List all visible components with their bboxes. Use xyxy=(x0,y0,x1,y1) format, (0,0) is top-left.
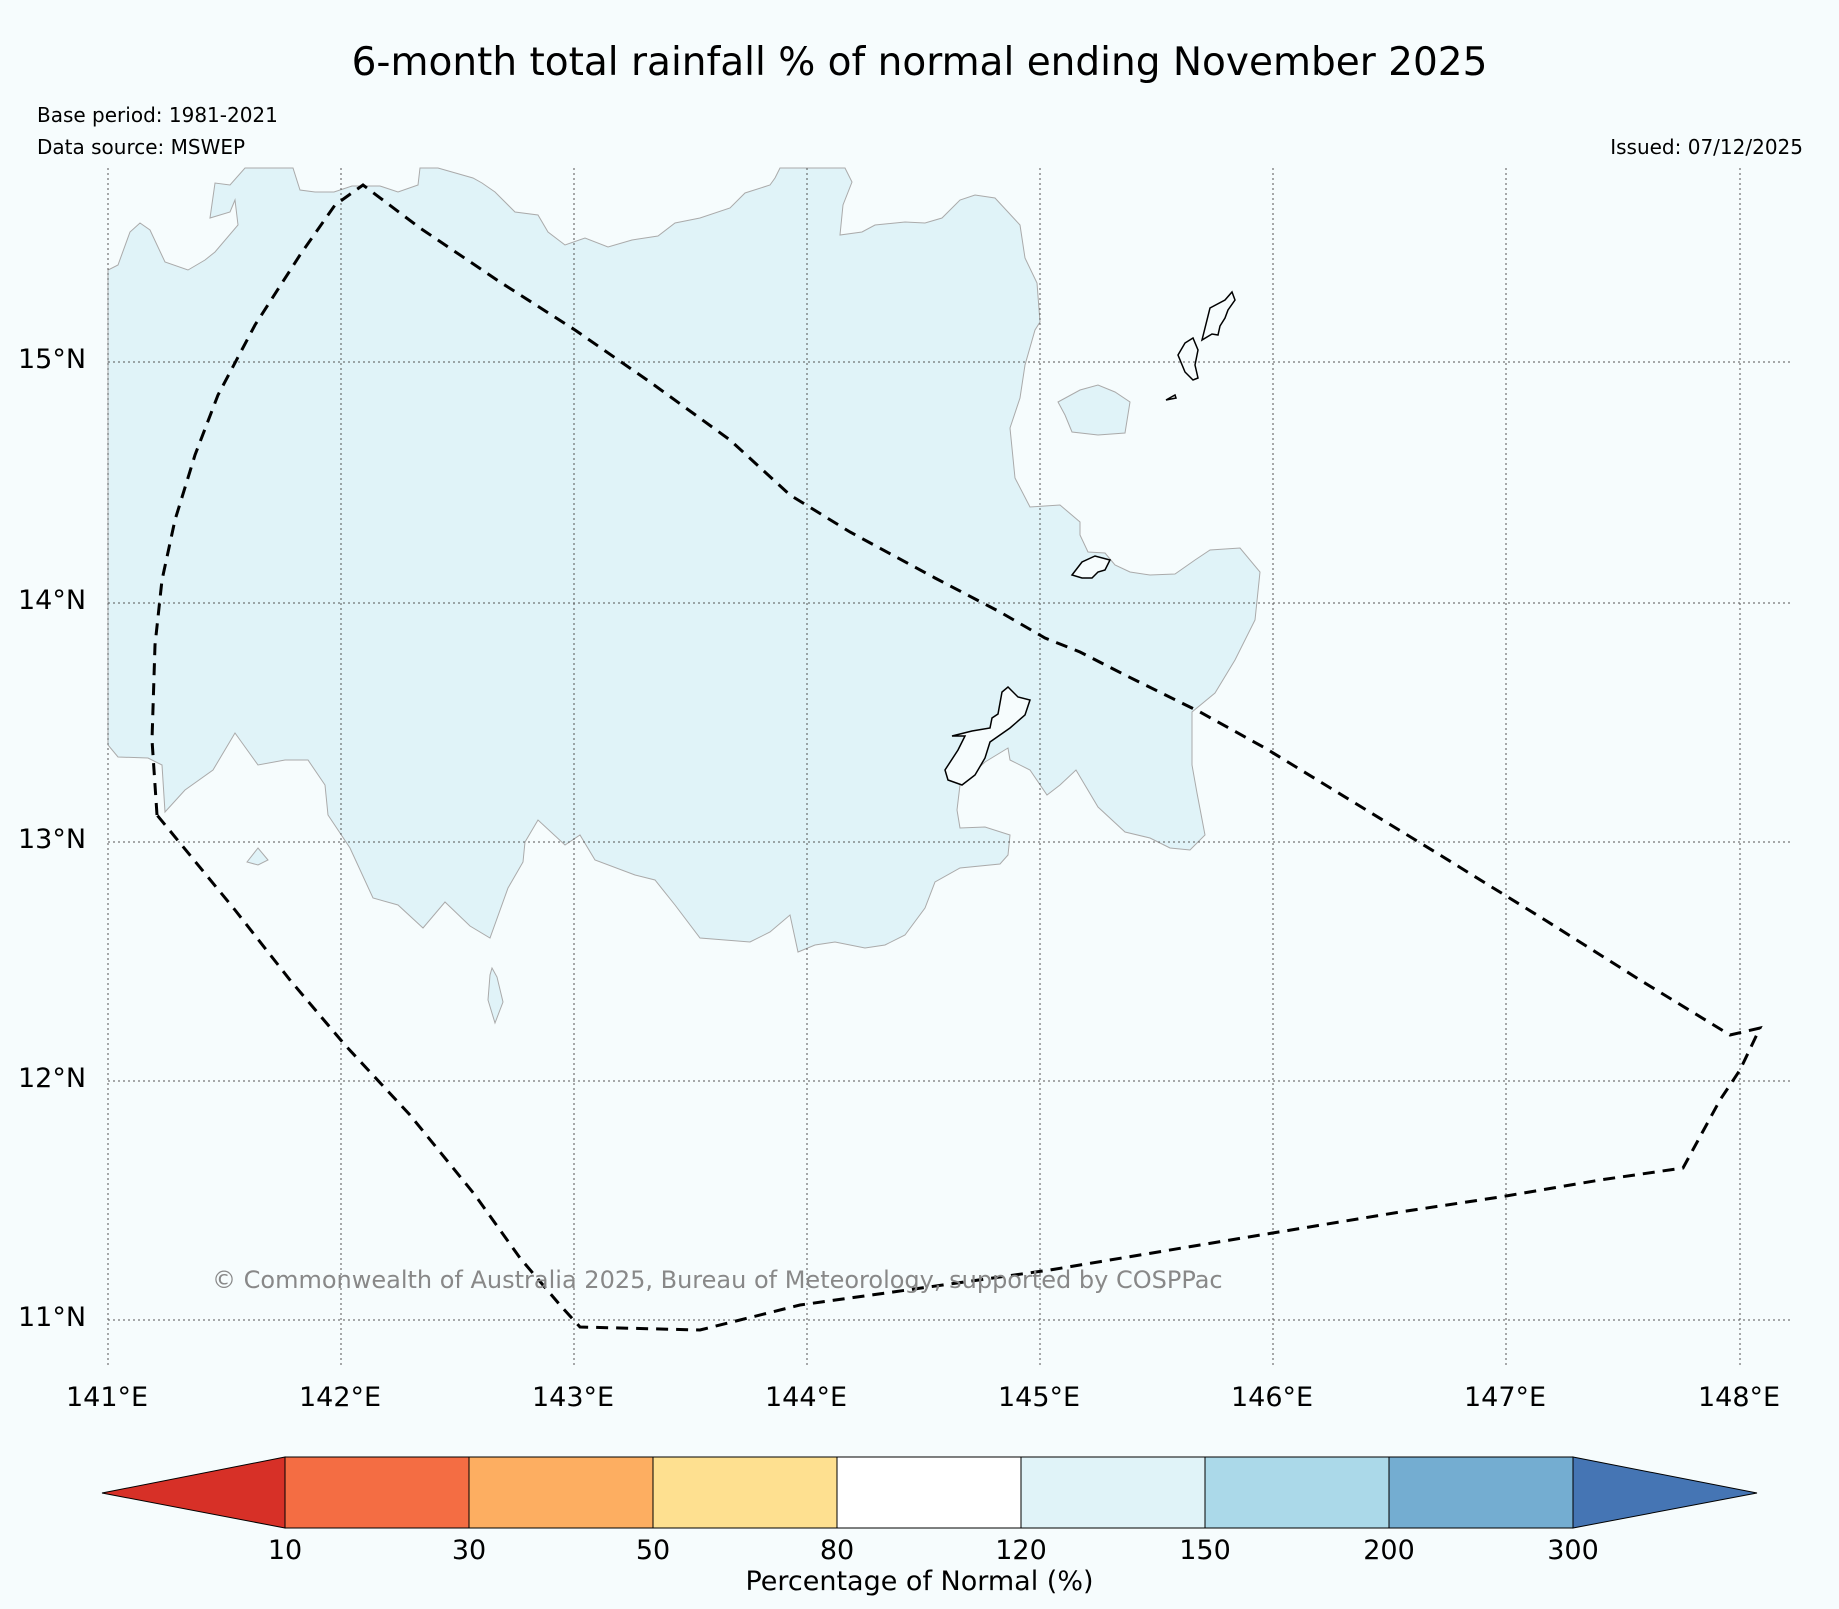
gridlines xyxy=(107,168,1790,1365)
colorbar-segment-10-30 xyxy=(284,1456,470,1529)
lat-label-11n: 11°N xyxy=(18,1302,87,1333)
colorbar-segment-120-150 xyxy=(1020,1456,1206,1529)
colorbar-extend-low xyxy=(101,1456,286,1529)
island-ne-1 xyxy=(1200,290,1236,342)
colorbar-segment-200-300 xyxy=(1388,1456,1574,1529)
eez-boundary xyxy=(150,183,1763,1332)
colorbar-extend-high xyxy=(1572,1456,1758,1529)
colorbar xyxy=(101,1456,1758,1529)
island-ne-3 xyxy=(1165,393,1177,401)
copyright-credit: © Commonwealth of Australia 2025, Bureau… xyxy=(212,1266,1223,1294)
lat-label-15n: 15°N xyxy=(18,344,87,375)
lon-label-145e: 145°E xyxy=(998,1382,1081,1413)
lon-label-142e: 142°E xyxy=(299,1382,382,1413)
colorbar-tick-200: 200 xyxy=(1363,1535,1415,1566)
islet-south xyxy=(487,966,504,1025)
lon-label-141e: 141°E xyxy=(66,1382,149,1413)
colorbar-segment-50-80 xyxy=(652,1456,838,1529)
land xyxy=(107,167,1261,1025)
islet-south-west xyxy=(246,847,269,866)
map-title: 6-month total rainfall % of normal endin… xyxy=(351,40,1488,85)
colorbar-segment-150-200 xyxy=(1204,1456,1390,1529)
lat-label-13n: 13°N xyxy=(18,824,87,855)
colorbar-tick-50: 50 xyxy=(635,1535,671,1566)
lon-label-144e: 144°E xyxy=(765,1382,848,1413)
issued-date: Issued: 07/12/2025 xyxy=(1610,135,1803,159)
colorbar-tick-30: 30 xyxy=(451,1535,487,1566)
base-period: Base period: 1981-2021 xyxy=(37,103,278,127)
outlined-islands xyxy=(944,290,1236,786)
colorbar-tick-300: 300 xyxy=(1547,1535,1599,1566)
colorbar-tick-10: 10 xyxy=(267,1535,303,1566)
data-source: Data source: MSWEP xyxy=(37,135,246,159)
island-north xyxy=(1070,555,1112,579)
colorbar-tick-150: 150 xyxy=(1179,1535,1231,1566)
lon-label-148e: 148°E xyxy=(1698,1382,1781,1413)
island-ne-2 xyxy=(1177,336,1199,381)
lon-label-143e: 143°E xyxy=(532,1382,615,1413)
colorbar-tick-80: 80 xyxy=(819,1535,855,1566)
islet-east-large xyxy=(1057,384,1131,436)
lat-label-14n: 14°N xyxy=(18,585,87,616)
island-guam xyxy=(944,685,1031,786)
lon-label-146e: 146°E xyxy=(1231,1382,1314,1413)
colorbar-title: Percentage of Normal (%) xyxy=(745,1566,1094,1597)
colorbar-segment-30-50 xyxy=(468,1456,654,1529)
lat-label-12n: 12°N xyxy=(18,1063,87,1094)
lon-label-147e: 147°E xyxy=(1464,1382,1547,1413)
colorbar-segment-80-120 xyxy=(836,1456,1022,1529)
colorbar-tick-120: 120 xyxy=(995,1535,1047,1566)
